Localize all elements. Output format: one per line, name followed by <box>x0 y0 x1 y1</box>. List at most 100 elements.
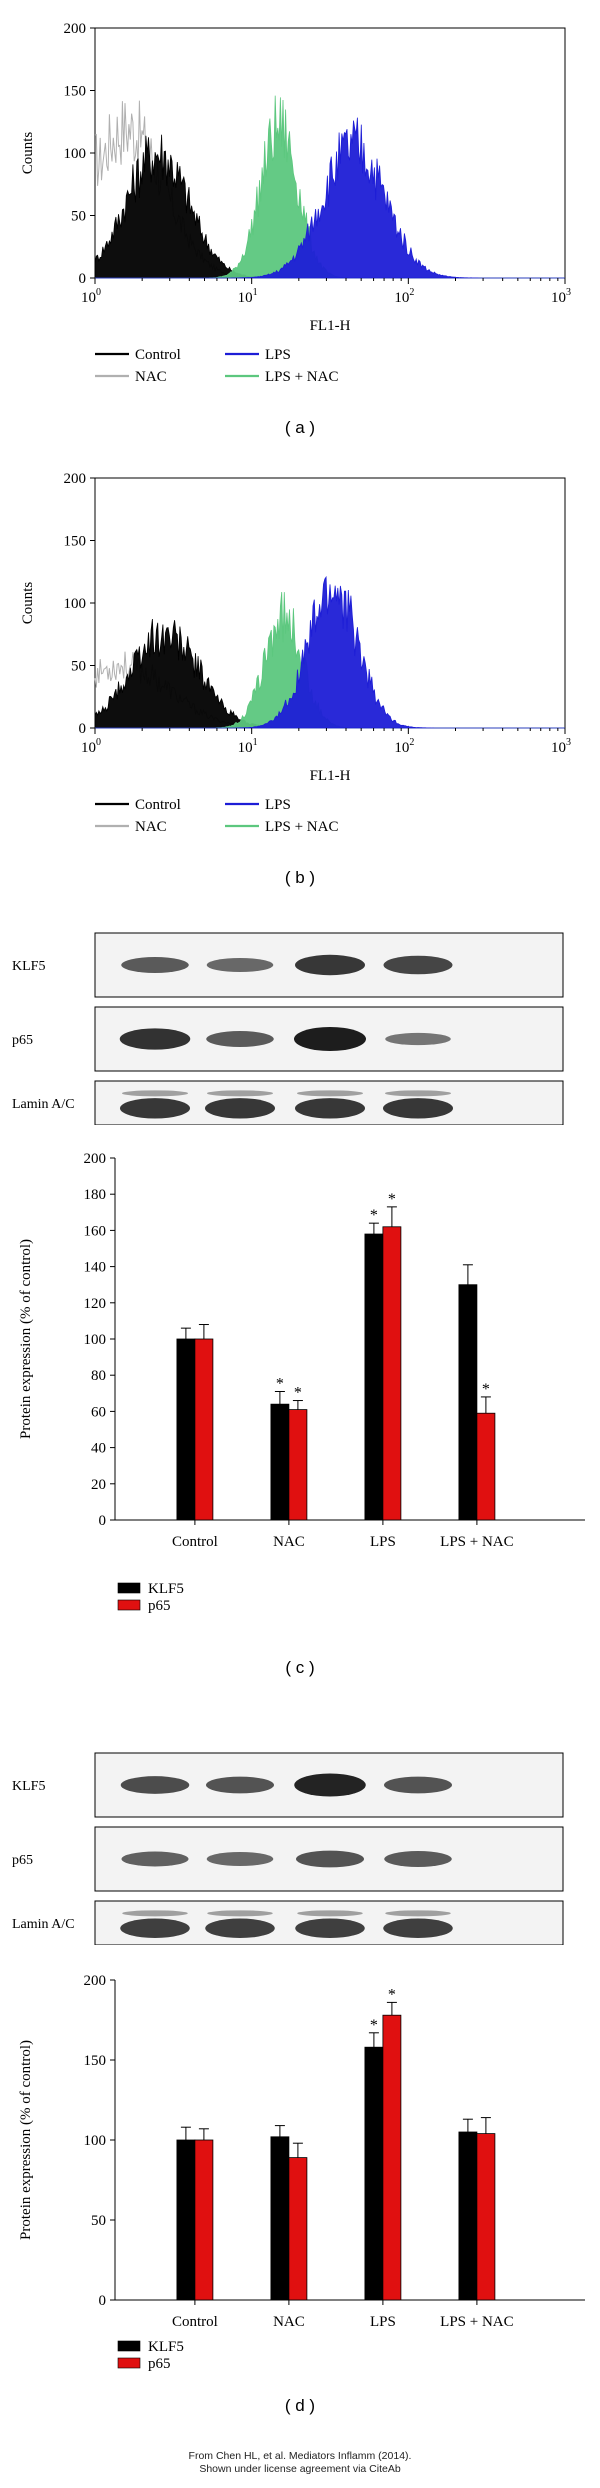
x-tick-label-lps-nac: LPS + NAC <box>440 2314 513 2330</box>
y-tick-label: 0 <box>79 721 87 737</box>
panel-d: 0 50 100 150 200 Control NAC LPS * * LPS + NAC Prot… <box>0 1950 600 2390</box>
significance-marker: * <box>388 1986 396 2003</box>
blot-band <box>383 955 453 975</box>
credit-line-2: Shown under license agreement via CiteAb <box>199 2463 401 2475</box>
y-tick-label: 50 <box>71 659 86 675</box>
bar-klf5-nac <box>270 1403 290 1521</box>
caption-c: ( c ) <box>285 1658 315 1677</box>
x-axis-label: FL1-H <box>310 318 351 334</box>
credit-text: From Chen HL, et al. Mediators Inflamm (… <box>0 2450 600 2476</box>
blots-d: KLF5 p65 Lamin A/C <box>0 1745 600 1946</box>
x-tick-label: 103 <box>551 737 571 756</box>
blot-band <box>385 1090 451 1097</box>
histogram-chart-b: 0 50 100 150 200 100 101 102 103 FL1-H Counts Contr… <box>20 471 571 835</box>
legend-label-lps: LPS <box>265 347 291 363</box>
blot-label-klf5: KLF5 <box>12 959 45 974</box>
blot-band <box>206 1851 274 1867</box>
blot-band <box>385 1910 451 1917</box>
blot-label-lamin-a-c: Lamin A/C <box>12 1097 75 1112</box>
caption-b: ( b ) <box>284 868 316 887</box>
blot-band <box>120 1098 190 1119</box>
bar-p65-nac <box>288 1409 308 1521</box>
bar-klf5-control <box>176 2139 196 2301</box>
significance-marker: * <box>370 1207 378 1224</box>
bar-p65-lps-nac <box>476 1412 496 1521</box>
bar-klf5-lps <box>364 1233 384 1521</box>
y-tick-label: 80 <box>91 1368 106 1384</box>
x-tick-label-control: Control <box>172 1534 218 1550</box>
bar-p65-nac <box>288 2157 308 2301</box>
blot-band <box>384 1776 452 1794</box>
bar-klf5-lps-nac <box>458 1284 478 1521</box>
legend-label-lps-nac: LPS + NAC <box>265 369 338 385</box>
blot-label-p65: p65 <box>12 1033 33 1048</box>
y-axis-label: Counts <box>20 132 36 175</box>
x-tick-label: 101 <box>238 287 258 306</box>
bar-p65-control <box>194 1338 214 1521</box>
x-tick-label-lps-nac: LPS + NAC <box>440 1534 513 1550</box>
significance-marker: * <box>388 1191 396 1208</box>
x-tick-label: 100 <box>81 287 101 306</box>
y-tick-label: 40 <box>91 1441 106 1457</box>
y-axis-label: Protein expression (% of control) <box>18 1239 34 1439</box>
y-tick-label: 50 <box>91 2213 106 2229</box>
x-tick-label-nac: NAC <box>273 2314 305 2330</box>
blot-band <box>296 1850 364 1868</box>
blot-band <box>122 1910 188 1917</box>
legend-label-control: Control <box>135 797 181 813</box>
y-tick-label: 50 <box>71 209 86 225</box>
caption-a: ( a ) <box>284 418 316 437</box>
y-tick-label: 100 <box>84 2133 107 2149</box>
y-tick-label: 140 <box>84 1260 107 1276</box>
blot-band <box>207 1910 273 1917</box>
y-tick-label: 100 <box>84 1332 107 1348</box>
bar-chart-c: 0 20 40 60 80 100 120 140 160 180 200 Control NAC * * L… <box>18 1151 585 1614</box>
blot-band <box>121 1851 189 1867</box>
x-tick-label: 101 <box>238 737 258 756</box>
x-tick-label: 102 <box>394 287 414 306</box>
blot-band <box>119 1028 191 1050</box>
legend-swatch-p65 <box>117 1599 141 1611</box>
y-tick-label: 150 <box>84 2053 107 2069</box>
histogram-chart-a: 0 50 100 150 200 100 101 102 103 FL1-H Counts Contr… <box>20 21 571 385</box>
y-tick-label: 120 <box>84 1296 107 1312</box>
y-tick-label: 200 <box>84 1151 107 1167</box>
bar-p65-lps <box>382 2014 402 2301</box>
y-tick-label: 0 <box>79 271 87 287</box>
bar-p65-lps <box>382 1226 402 1521</box>
y-axis-label: Counts <box>20 582 36 625</box>
blot-band <box>384 1851 452 1867</box>
blot-band <box>385 1032 451 1046</box>
caption-d: ( d ) <box>284 2396 316 2415</box>
significance-marker: * <box>294 1385 302 1402</box>
legend-label-lps-nac: LPS + NAC <box>265 819 338 835</box>
blot-band <box>294 1773 366 1797</box>
blot-band <box>120 1776 190 1794</box>
histogram-lps <box>95 117 565 279</box>
x-tick-label-control: Control <box>172 2314 218 2330</box>
legend-swatch-klf5 <box>117 2340 141 2352</box>
y-tick-label: 60 <box>91 1404 106 1420</box>
blots-c: KLF5 p65 Lamin A/C <box>0 925 600 1126</box>
credit-line-1: From Chen HL, et al. Mediators Inflamm (… <box>188 2450 412 2462</box>
y-tick-label: 100 <box>64 146 87 162</box>
western-blot-c: KLF5 p65 Lamin A/C <box>12 932 564 1126</box>
legend-label-klf5: KLF5 <box>148 2339 184 2355</box>
western-blot-d: KLF5 p65 Lamin A/C <box>12 1752 564 1946</box>
bar-klf5-lps-nac <box>458 2131 478 2301</box>
legend-label-nac: NAC <box>135 369 167 385</box>
blot-band <box>383 1918 453 1939</box>
blot-band <box>295 954 365 976</box>
bar-p65-lps-nac <box>476 2133 496 2301</box>
bar-chart-d: 0 50 100 150 200 Control NAC LPS * * LPS + NAC Prot… <box>18 1973 585 2372</box>
y-tick-label: 100 <box>64 596 87 612</box>
x-axis-label: FL1-H <box>310 768 351 784</box>
blot-label-klf5: KLF5 <box>12 1779 45 1794</box>
y-tick-label: 0 <box>99 1513 107 1529</box>
legend-swatch-p65 <box>117 2357 141 2369</box>
y-tick-label: 150 <box>64 534 87 550</box>
y-tick-label: 200 <box>64 21 87 37</box>
panel-c: 0 20 40 60 80 100 120 140 160 180 200 Control NAC * * L… <box>0 1130 600 1700</box>
x-tick-label: 100 <box>81 737 101 756</box>
bar-p65-control <box>194 2139 214 2301</box>
